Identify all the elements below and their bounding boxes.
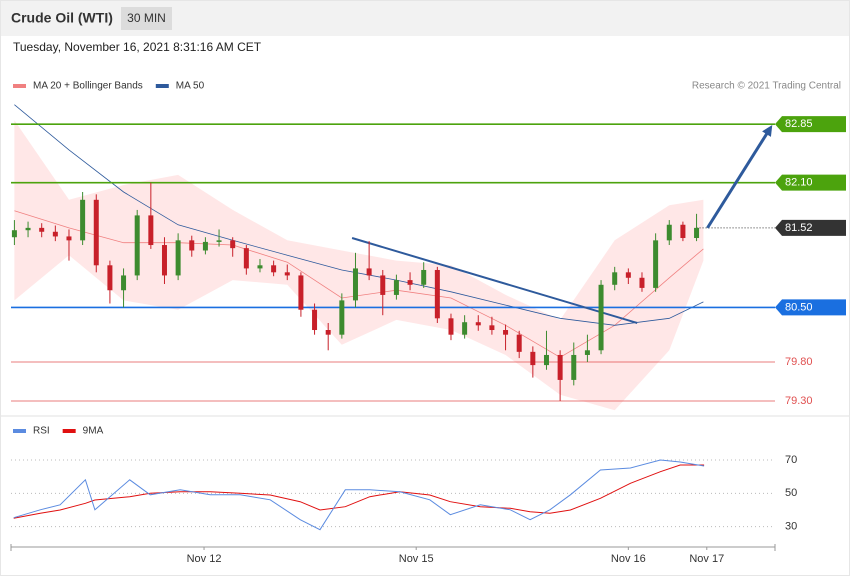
candle-body bbox=[380, 275, 386, 295]
level-tag bbox=[775, 174, 846, 191]
forecast-arrow bbox=[706, 129, 771, 229]
candle-body bbox=[625, 272, 631, 278]
candle-body bbox=[216, 240, 222, 242]
legend-swatch bbox=[13, 84, 26, 88]
legend-label: MA 50 bbox=[176, 81, 205, 92]
candle-body bbox=[93, 199, 99, 266]
candle-body bbox=[462, 322, 468, 335]
candle-body bbox=[189, 240, 195, 251]
candle-body bbox=[421, 269, 427, 285]
interval-badge bbox=[121, 7, 172, 30]
candle-body bbox=[448, 318, 454, 335]
candle-body bbox=[339, 300, 345, 335]
candle-body bbox=[80, 199, 86, 241]
candle-body bbox=[366, 268, 372, 276]
candle-body bbox=[257, 265, 263, 269]
candle-body bbox=[11, 230, 17, 238]
y-tick-label: 30 bbox=[785, 521, 797, 533]
candle-body bbox=[407, 280, 413, 285]
candle-body bbox=[230, 240, 236, 249]
candle-body bbox=[503, 330, 509, 335]
interval-label: 30 MIN bbox=[127, 11, 166, 25]
arrow-head bbox=[762, 124, 773, 137]
candle-body bbox=[694, 227, 700, 239]
candle-body bbox=[393, 280, 399, 295]
candle-body bbox=[325, 330, 331, 335]
subtitle: Tuesday, November 16, 2021 8:31:16 AM CE… bbox=[13, 40, 262, 54]
candle-body bbox=[161, 245, 167, 276]
level-label: 82.10 bbox=[785, 177, 813, 189]
candle-body bbox=[516, 334, 522, 352]
candle-body bbox=[653, 240, 659, 288]
trendline bbox=[351, 237, 638, 324]
ma20-line bbox=[14, 210, 704, 358]
candle-body bbox=[284, 272, 290, 276]
legend-swatch bbox=[13, 429, 26, 433]
credit: Research © 2021 Trading Central bbox=[692, 81, 841, 92]
legend-swatch bbox=[62, 429, 76, 433]
legend-label: RSI bbox=[33, 426, 50, 437]
candle-body bbox=[352, 268, 358, 301]
candle-body bbox=[121, 275, 127, 291]
candle-body bbox=[489, 325, 495, 331]
candle-body bbox=[571, 354, 577, 380]
candle-body bbox=[298, 275, 304, 310]
x-tick-label: Nov 17 bbox=[689, 553, 724, 565]
candle-body bbox=[312, 309, 318, 331]
level-label: 79.30 bbox=[785, 395, 813, 407]
candle-body bbox=[271, 265, 277, 273]
candle-body bbox=[243, 248, 249, 269]
bollinger-band bbox=[14, 120, 704, 411]
level-tag bbox=[775, 219, 846, 236]
x-tick-label: Nov 12 bbox=[187, 553, 222, 565]
candle-body bbox=[598, 284, 604, 351]
y-tick-label: 50 bbox=[785, 487, 797, 499]
candle-body bbox=[134, 215, 140, 276]
candle-body bbox=[557, 354, 563, 380]
candle-body bbox=[543, 354, 549, 366]
candle-body bbox=[39, 227, 45, 232]
level-tag bbox=[775, 299, 846, 316]
level-tag bbox=[775, 116, 846, 133]
level-label: 80.50 bbox=[785, 301, 813, 313]
candle-body bbox=[175, 240, 181, 276]
candle-body bbox=[202, 241, 208, 251]
candle-body bbox=[475, 322, 481, 326]
candle-body bbox=[148, 215, 154, 246]
legend-label: MA 20 + Bollinger Bands bbox=[33, 81, 143, 92]
x-tick-label: Nov 16 bbox=[611, 553, 646, 565]
candle-body bbox=[434, 269, 440, 319]
candle-body bbox=[584, 350, 590, 355]
x-tick-label: Nov 15 bbox=[399, 553, 434, 565]
candle-body bbox=[612, 272, 618, 285]
candle-body bbox=[666, 224, 672, 241]
level-label: 81.52 bbox=[785, 222, 813, 234]
candle-body bbox=[530, 351, 536, 366]
rsi-ma-line bbox=[13, 464, 705, 519]
chart-title: Crude Oil (WTI) bbox=[11, 10, 113, 26]
y-tick-label: 70 bbox=[785, 454, 797, 466]
level-label: 79.80 bbox=[785, 356, 813, 368]
candle-body bbox=[25, 227, 31, 231]
rsi-line bbox=[13, 459, 705, 531]
legend-label: 9MA bbox=[83, 426, 104, 437]
candle-body bbox=[107, 265, 113, 291]
candle-body bbox=[639, 277, 645, 288]
candle-body bbox=[66, 236, 72, 241]
candle-body bbox=[52, 231, 58, 237]
level-label: 82.85 bbox=[785, 118, 813, 130]
legend-swatch bbox=[155, 84, 169, 88]
candle-body bbox=[680, 224, 686, 239]
